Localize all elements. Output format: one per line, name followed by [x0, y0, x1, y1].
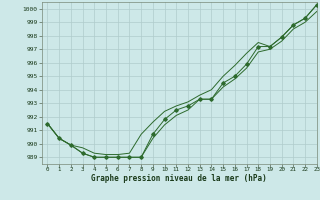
X-axis label: Graphe pression niveau de la mer (hPa): Graphe pression niveau de la mer (hPa): [91, 174, 267, 183]
